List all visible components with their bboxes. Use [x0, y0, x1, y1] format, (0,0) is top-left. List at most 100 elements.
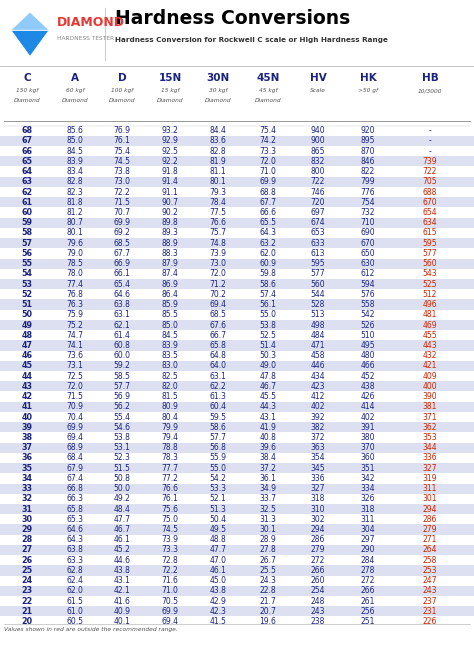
Text: 70.5: 70.5	[162, 597, 179, 606]
Text: 59.5: 59.5	[210, 413, 227, 422]
Text: 23: 23	[21, 586, 33, 595]
Text: 55.9: 55.9	[210, 453, 227, 462]
Text: 670: 670	[423, 198, 438, 207]
Text: 512: 512	[423, 290, 437, 299]
Text: 100 kgf: 100 kgf	[111, 88, 133, 93]
Text: 256: 256	[361, 607, 375, 616]
Text: Hardness Conversions: Hardness Conversions	[115, 8, 350, 27]
Text: 414: 414	[361, 402, 375, 411]
Text: 41.5: 41.5	[210, 617, 227, 626]
Text: 83.5: 83.5	[162, 351, 178, 360]
Text: 237: 237	[423, 597, 437, 606]
Text: 62: 62	[21, 188, 33, 196]
Text: 76.3: 76.3	[66, 300, 83, 309]
Text: 28.9: 28.9	[260, 535, 276, 544]
Text: 65.8: 65.8	[210, 341, 227, 350]
Text: 302: 302	[311, 515, 325, 524]
Text: 92.5: 92.5	[162, 147, 178, 156]
Text: 60.9: 60.9	[259, 259, 276, 268]
Text: 46.7: 46.7	[113, 525, 130, 534]
Text: 70.9: 70.9	[66, 402, 83, 411]
Text: 68.5: 68.5	[210, 310, 227, 319]
Text: 39: 39	[21, 422, 33, 432]
Text: 79.9: 79.9	[162, 422, 179, 432]
Text: 27.8: 27.8	[260, 546, 276, 554]
Text: 91.4: 91.4	[162, 177, 178, 186]
Text: 279: 279	[311, 546, 325, 554]
Bar	[0, 524, 474, 535]
Text: 47: 47	[21, 341, 33, 350]
Text: 49.5: 49.5	[210, 525, 227, 534]
Text: 85.5: 85.5	[162, 310, 178, 319]
Text: 70.7: 70.7	[113, 208, 130, 217]
Text: 75.6: 75.6	[162, 505, 179, 514]
Text: 41.9: 41.9	[260, 422, 276, 432]
Text: 45.2: 45.2	[114, 546, 130, 554]
Text: 68.8: 68.8	[260, 188, 276, 196]
Text: 76.9: 76.9	[113, 126, 130, 135]
Text: 238: 238	[311, 617, 325, 626]
Text: 69.4: 69.4	[210, 300, 227, 309]
Text: Diamond: Diamond	[157, 98, 183, 103]
Text: 64.3: 64.3	[259, 228, 276, 237]
Text: 67: 67	[21, 136, 33, 145]
Text: 74.5: 74.5	[113, 157, 130, 166]
Text: 434: 434	[310, 372, 325, 381]
Text: 61: 61	[21, 198, 33, 207]
Text: 80.1: 80.1	[67, 228, 83, 237]
Text: 318: 318	[311, 494, 325, 503]
Text: 45N: 45N	[256, 74, 280, 83]
Text: 776: 776	[361, 188, 375, 196]
Text: 74.5: 74.5	[162, 525, 179, 534]
Text: 87.9: 87.9	[162, 259, 178, 268]
Text: 45 kgf: 45 kgf	[259, 88, 277, 93]
Text: 688: 688	[423, 188, 437, 196]
Text: 75.9: 75.9	[66, 310, 83, 319]
Text: 57.7: 57.7	[210, 433, 227, 442]
Text: 71.5: 71.5	[66, 392, 83, 401]
Text: 74.1: 74.1	[66, 341, 83, 350]
Text: 40: 40	[21, 413, 33, 422]
Text: 33: 33	[21, 484, 33, 493]
Text: 84.5: 84.5	[66, 147, 83, 156]
Text: 653: 653	[310, 228, 325, 237]
Text: 231: 231	[423, 607, 437, 616]
Text: 61.5: 61.5	[66, 597, 83, 606]
Text: 243: 243	[311, 607, 325, 616]
Text: 594: 594	[361, 280, 375, 289]
Bar	[0, 320, 474, 330]
Text: 543: 543	[423, 269, 438, 278]
Text: 90.2: 90.2	[162, 208, 178, 217]
Text: 69.9: 69.9	[259, 177, 276, 186]
Text: 67.4: 67.4	[66, 474, 83, 483]
Text: 25.5: 25.5	[260, 566, 276, 575]
Text: 24: 24	[21, 576, 33, 585]
Text: 69.9: 69.9	[66, 422, 83, 432]
Text: 40.9: 40.9	[113, 607, 130, 616]
Text: 452: 452	[361, 372, 375, 381]
Text: 49.0: 49.0	[259, 361, 276, 370]
Text: 88.3: 88.3	[162, 249, 178, 258]
Text: 248: 248	[311, 597, 325, 606]
Text: 47.0: 47.0	[210, 556, 227, 565]
Text: 670: 670	[361, 239, 375, 248]
Text: 71.5: 71.5	[114, 198, 130, 207]
Text: 832: 832	[311, 157, 325, 166]
Text: 77.7: 77.7	[162, 464, 179, 473]
Text: 91.1: 91.1	[162, 188, 178, 196]
Text: 45: 45	[21, 361, 33, 370]
Text: 498: 498	[311, 321, 325, 329]
Text: 38: 38	[21, 433, 33, 442]
Text: 290: 290	[361, 546, 375, 554]
Text: 720: 720	[311, 198, 325, 207]
Text: 63.3: 63.3	[66, 556, 83, 565]
Bar	[0, 402, 474, 412]
Text: 560: 560	[423, 259, 438, 268]
Text: 80.4: 80.4	[162, 413, 178, 422]
Text: 710: 710	[361, 218, 375, 228]
Text: 47.7: 47.7	[113, 515, 130, 524]
Text: >50 gf: >50 gf	[358, 88, 378, 93]
Text: 53.8: 53.8	[260, 321, 276, 329]
Text: 150 kgf: 150 kgf	[16, 88, 38, 93]
Text: 400: 400	[423, 382, 438, 391]
